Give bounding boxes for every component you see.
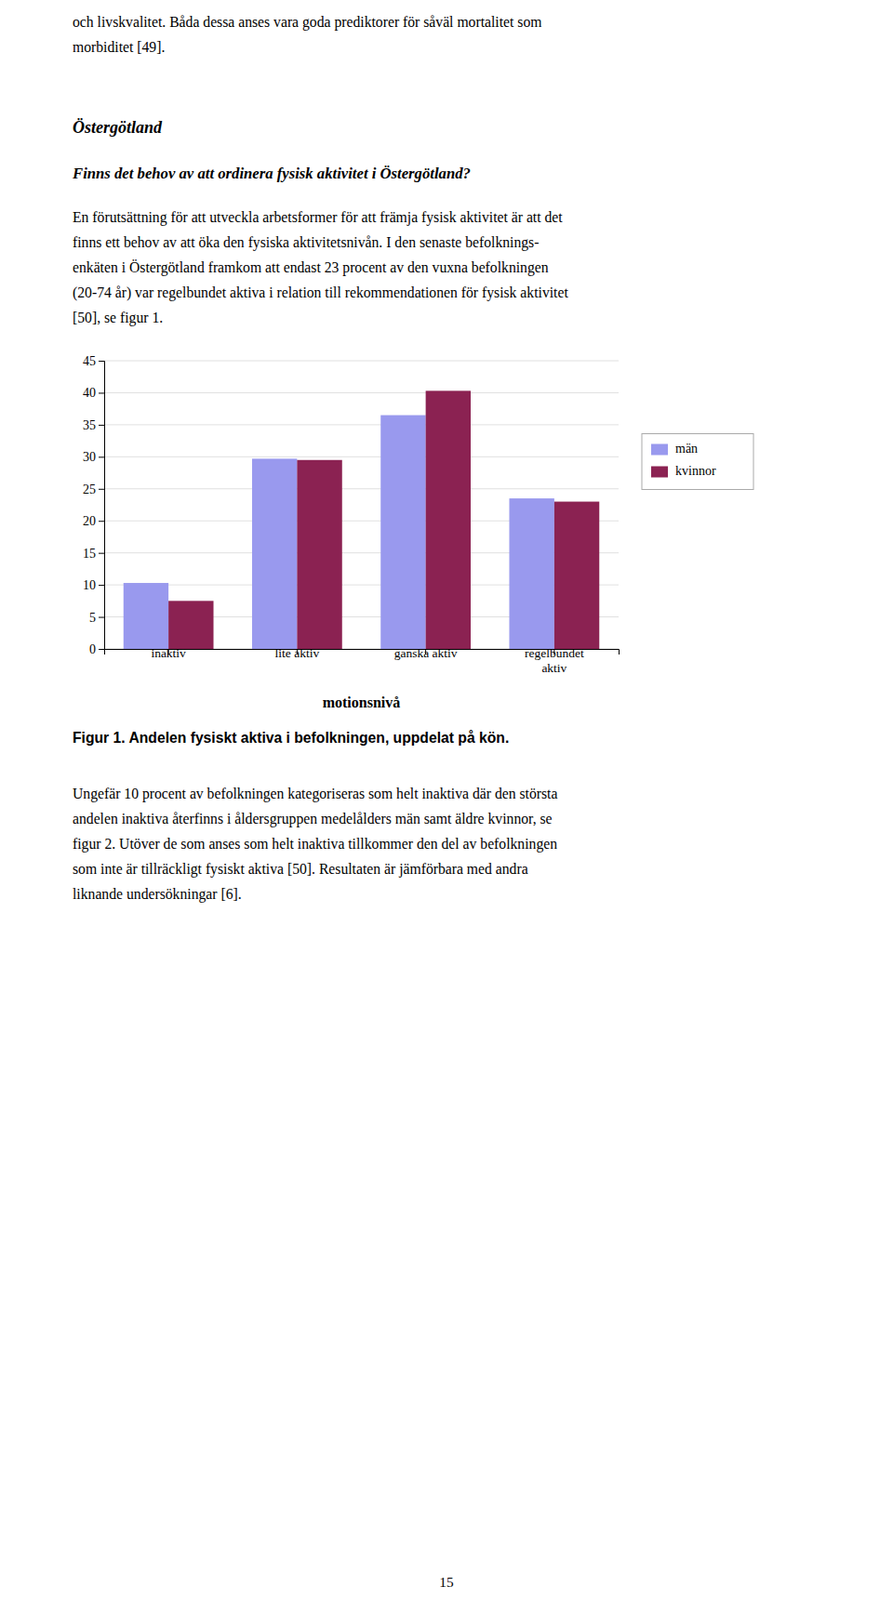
grid-line xyxy=(104,360,619,362)
x-tick-label: lite aktiv xyxy=(275,646,320,661)
y-tick-mark xyxy=(98,520,105,522)
y-tick-label: 20 xyxy=(82,514,96,529)
y-tick: 0 xyxy=(89,642,105,657)
y-tick-mark xyxy=(98,360,105,362)
y-tick: 35 xyxy=(82,418,105,433)
body-text: andelen inaktiva återfinns i åldersgrupp… xyxy=(72,811,553,828)
x-tick: inaktiv xyxy=(150,646,187,661)
grid-line xyxy=(104,488,619,490)
y-tick-label: 0 xyxy=(89,642,96,657)
y-tick-mark xyxy=(98,553,105,555)
heading: Östergötland xyxy=(72,118,163,137)
body-text: morbiditet [49]. xyxy=(72,39,165,55)
y-tick-label: 5 xyxy=(89,611,96,626)
y-axis: 0 5 10 15 20 25 30 35 40 45 xyxy=(82,354,106,657)
y-tick-label: 25 xyxy=(82,482,96,497)
y-tick: 25 xyxy=(82,482,105,497)
x-tick: lite aktiv xyxy=(275,646,320,661)
body-text: som inte är tillräckligt fysiskt aktiva … xyxy=(72,861,529,879)
bar xyxy=(554,502,600,650)
y-axis-line xyxy=(98,361,106,651)
y-tick-mark xyxy=(98,489,105,491)
body-text: finns ett behov av att öka den fysiska a… xyxy=(72,234,539,252)
bar xyxy=(252,458,297,650)
y-tick-mark xyxy=(98,392,105,394)
y-tick-label: 10 xyxy=(82,578,96,593)
body-text: En förutsättning för att utveckla arbets… xyxy=(72,209,563,227)
y-tick: 5 xyxy=(89,611,105,626)
legend-item: kvinnor xyxy=(651,464,717,479)
x-axis-title: motionsnivå xyxy=(322,694,401,711)
x-tick: regelbundetaktiv xyxy=(524,646,585,676)
grid-line xyxy=(104,392,619,394)
bar xyxy=(380,415,426,650)
chart: 0 5 10 15 20 25 30 35 40 45 inaktiv lite aktiv gansk… xyxy=(82,354,754,676)
legend-swatch xyxy=(651,466,668,479)
body-text: enkäten i Östergötland framkom att endas… xyxy=(72,259,549,277)
y-tick-label: 15 xyxy=(82,546,96,561)
y-tick: 45 xyxy=(82,354,105,369)
y-tick: 10 xyxy=(82,578,105,593)
y-tick-label: 30 xyxy=(82,450,96,465)
legend-label: kvinnor xyxy=(675,464,717,479)
x-axis: inaktiv lite aktiv ganska aktiv regelbundet… xyxy=(105,646,620,676)
figure-caption: Figur 1. Andelen fysiskt aktiva i befolk… xyxy=(72,730,509,747)
bar-series xyxy=(168,390,600,650)
page: och livskvalitet. Båda dessa anses vara … xyxy=(0,0,893,1600)
body-text: figur 2. Utöver de som anses som helt in… xyxy=(72,836,558,854)
y-tick-mark xyxy=(98,456,105,458)
bar xyxy=(168,600,214,650)
x-tick-label: ganska aktiv xyxy=(394,646,458,661)
y-tick-label: 45 xyxy=(82,354,96,369)
y-tick-mark xyxy=(98,425,105,427)
y-tick: 20 xyxy=(82,514,105,529)
bar xyxy=(508,498,554,650)
y-tick: 30 xyxy=(82,450,105,465)
bar xyxy=(123,583,169,650)
grid-line xyxy=(104,424,619,426)
page-number: 15 xyxy=(439,1574,454,1591)
grid xyxy=(104,360,619,650)
legend-frame xyxy=(641,434,754,491)
x-tick-label: inaktiv xyxy=(150,646,187,661)
legend-swatch xyxy=(651,444,668,456)
x-tick: ganska aktiv xyxy=(394,646,458,661)
y-tick-mark xyxy=(98,585,105,587)
y-tick-label: 40 xyxy=(82,386,96,400)
y-tick-mark xyxy=(98,617,105,619)
subheading: Finns det behov av att ordinera fysisk a… xyxy=(71,164,471,183)
body-text: liknande undersökningar [6]. xyxy=(72,886,242,904)
y-tick: 40 xyxy=(82,386,105,400)
y-tick-mark xyxy=(98,649,105,651)
body-text: och livskvalitet. Båda dessa anses vara … xyxy=(72,13,542,31)
body-text: [50], se figur 1. xyxy=(72,309,163,327)
x-tick-label: regelbundetaktiv xyxy=(524,646,585,676)
bars xyxy=(123,390,600,650)
y-tick: 15 xyxy=(82,546,105,561)
bar xyxy=(426,390,471,650)
legend-label: män xyxy=(675,441,698,456)
legend-item: män xyxy=(651,441,698,456)
body-text: (20-74 år) var regelbundet aktiva i rela… xyxy=(72,284,569,302)
body-text: Ungefär 10 procent av befolkningen kateg… xyxy=(72,786,558,803)
legend: män kvinnor xyxy=(641,434,754,491)
y-tick-label: 35 xyxy=(82,418,96,433)
bar xyxy=(296,460,342,650)
bar-series xyxy=(123,415,555,650)
grid-line xyxy=(104,456,619,458)
